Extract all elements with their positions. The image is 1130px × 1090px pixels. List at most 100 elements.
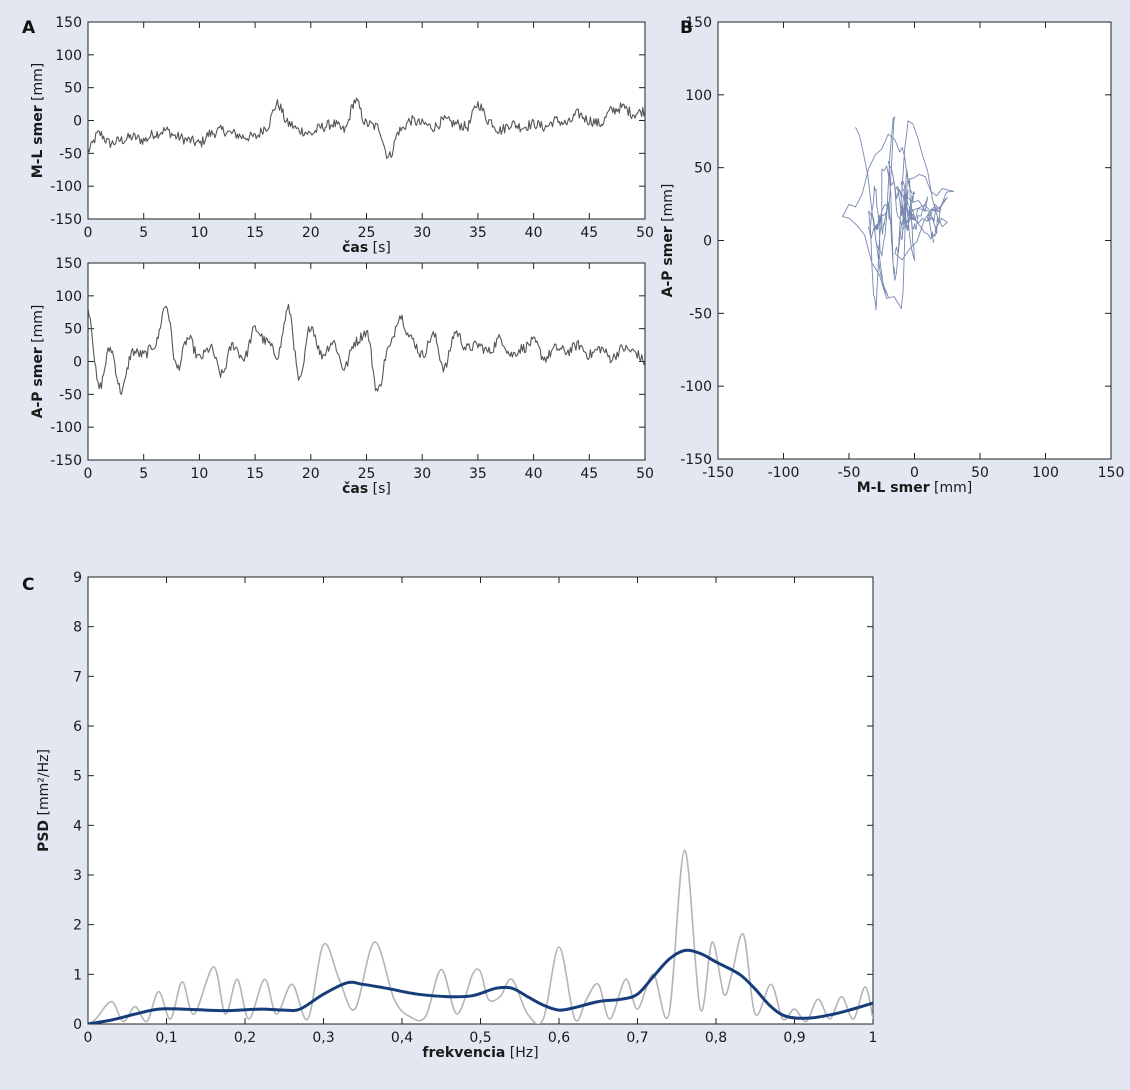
y-axis-label: A-P smer [mm] (660, 184, 676, 298)
y-tick-label: 3 (73, 868, 82, 884)
x-tick-label: -100 (768, 465, 800, 481)
y-tick-label: -150 (680, 452, 712, 468)
chart-2: -150 -100 -50 0 50 100 150 -150 -100 -50 0 50 100 150… (660, 15, 1124, 496)
chart-3: 0 0,1 0,2 0,3 0,4 0,5 0,6 0,7 0,8 0,9 1 0 1 2 3 4 5 6 7 8 9 f… (22, 570, 877, 1061)
y-axis-label: M-L smer [mm] (30, 63, 46, 179)
x-tick-label: 40 (525, 466, 543, 482)
y-axis-label-unit: [mm] (30, 63, 46, 106)
x-tick-label: 0,3 (312, 1030, 334, 1046)
x-tick-label: 0,2 (234, 1030, 256, 1046)
y-tick-label: 0 (73, 1017, 82, 1033)
y-tick-label: 100 (55, 289, 82, 305)
y-tick-label: 100 (685, 88, 712, 104)
x-tick-label: 5 (139, 466, 148, 482)
chart-1: 0 5 10 15 20 25 30 35 40 45 50 -150 -100 -50 0 50 100 150… (30, 256, 654, 497)
x-tick-label: 150 (1098, 465, 1125, 481)
y-axis-label-name: PSD (36, 820, 52, 852)
y-tick-label: 1 (73, 967, 82, 983)
y-axis-label-name: A-P smer (30, 347, 46, 418)
series-line-1 (88, 948, 873, 1024)
y-tick-label: 150 (55, 15, 82, 31)
x-tick-label: 45 (580, 225, 598, 241)
x-tick-label: 0 (910, 465, 919, 481)
y-tick-label: -150 (50, 453, 82, 469)
y-axis-label: PSD [mm²/Hz] (36, 749, 52, 852)
x-tick-label: 10 (190, 466, 208, 482)
x-tick-label: 100 (1032, 465, 1059, 481)
y-axis-label-unit: [mm²/Hz] (36, 749, 52, 820)
x-tick-label: 50 (636, 225, 654, 241)
y-tick-label: 8 (73, 620, 82, 636)
y-tick-label: -100 (680, 379, 712, 395)
y-tick-label: 50 (694, 161, 712, 177)
plot-area (717, 21, 1112, 460)
x-tick-label: 0,6 (548, 1030, 570, 1046)
y-tick-label: -50 (689, 306, 712, 322)
x-tick-label: -50 (838, 465, 861, 481)
x-tick-label: 0,8 (705, 1030, 727, 1046)
series-line-0 (88, 849, 873, 1024)
x-tick-label: 15 (246, 225, 264, 241)
x-axis-label-unit: [mm] (930, 480, 973, 496)
x-axis-label-name: frekvencia (422, 1045, 505, 1061)
x-tick-label: 35 (469, 225, 487, 241)
x-tick-label: 5 (139, 225, 148, 241)
x-tick-label: 45 (580, 466, 598, 482)
x-tick-label: 25 (358, 466, 376, 482)
x-tick-label: 20 (302, 225, 320, 241)
x-tick-label: 35 (469, 466, 487, 482)
x-tick-label: 50 (636, 466, 654, 482)
y-tick-label: 0 (73, 355, 82, 371)
x-tick-label: 25 (358, 225, 376, 241)
y-tick-label: 0 (703, 234, 712, 250)
y-tick-label: -50 (59, 387, 82, 403)
x-tick-label: 0 (84, 1030, 93, 1046)
y-tick-label: -150 (50, 212, 82, 228)
y-tick-label: 150 (55, 256, 82, 272)
x-tick-label: 40 (525, 225, 543, 241)
x-axis-label-name: čas (342, 240, 368, 256)
x-tick-label: 1 (869, 1030, 878, 1046)
x-tick-label: 0,7 (626, 1030, 648, 1046)
x-axis-label: čas [s] (342, 481, 391, 497)
x-tick-label: 0,1 (155, 1030, 177, 1046)
y-axis-label-unit: [mm] (30, 305, 46, 348)
series-line-0 (88, 97, 645, 159)
x-tick-label: 15 (246, 466, 264, 482)
panel-label: A (22, 18, 36, 38)
y-tick-label: 6 (73, 719, 82, 735)
y-axis-label-unit: [mm] (660, 184, 676, 227)
x-axis-label: frekvencia [Hz] (422, 1045, 538, 1061)
y-tick-label: 2 (73, 918, 82, 934)
x-tick-label: 0,4 (391, 1030, 413, 1046)
x-axis-label-unit: [s] (368, 240, 391, 256)
y-tick-label: 5 (73, 769, 82, 785)
x-axis-label-name: čas (342, 481, 368, 497)
plot-area (87, 576, 874, 1025)
x-axis-label-unit: [s] (368, 481, 391, 497)
y-axis-label: A-P smer [mm] (30, 305, 46, 419)
x-tick-label: 20 (302, 466, 320, 482)
x-tick-label: 0,9 (783, 1030, 805, 1046)
x-axis-label: M-L smer [mm] (857, 480, 973, 496)
plot-area (87, 262, 646, 461)
y-tick-label: 50 (64, 81, 82, 97)
x-tick-label: 0,5 (469, 1030, 491, 1046)
y-tick-label: 50 (64, 322, 82, 338)
y-tick-label: 150 (685, 15, 712, 31)
x-axis-label: čas [s] (342, 240, 391, 256)
y-tick-label: -100 (50, 420, 82, 436)
x-tick-label: -150 (702, 465, 734, 481)
x-axis-label-name: M-L smer (857, 480, 930, 496)
x-tick-label: 30 (413, 466, 431, 482)
y-tick-label: 9 (73, 570, 82, 586)
y-axis-label-name: A-P smer (660, 226, 676, 297)
panel-label: C (22, 575, 34, 595)
y-tick-label: -100 (50, 179, 82, 195)
y-tick-label: -50 (59, 146, 82, 162)
x-axis-label-unit: [Hz] (505, 1045, 538, 1061)
x-tick-label: 30 (413, 225, 431, 241)
y-tick-label: 4 (73, 818, 82, 834)
x-tick-label: 50 (971, 465, 989, 481)
